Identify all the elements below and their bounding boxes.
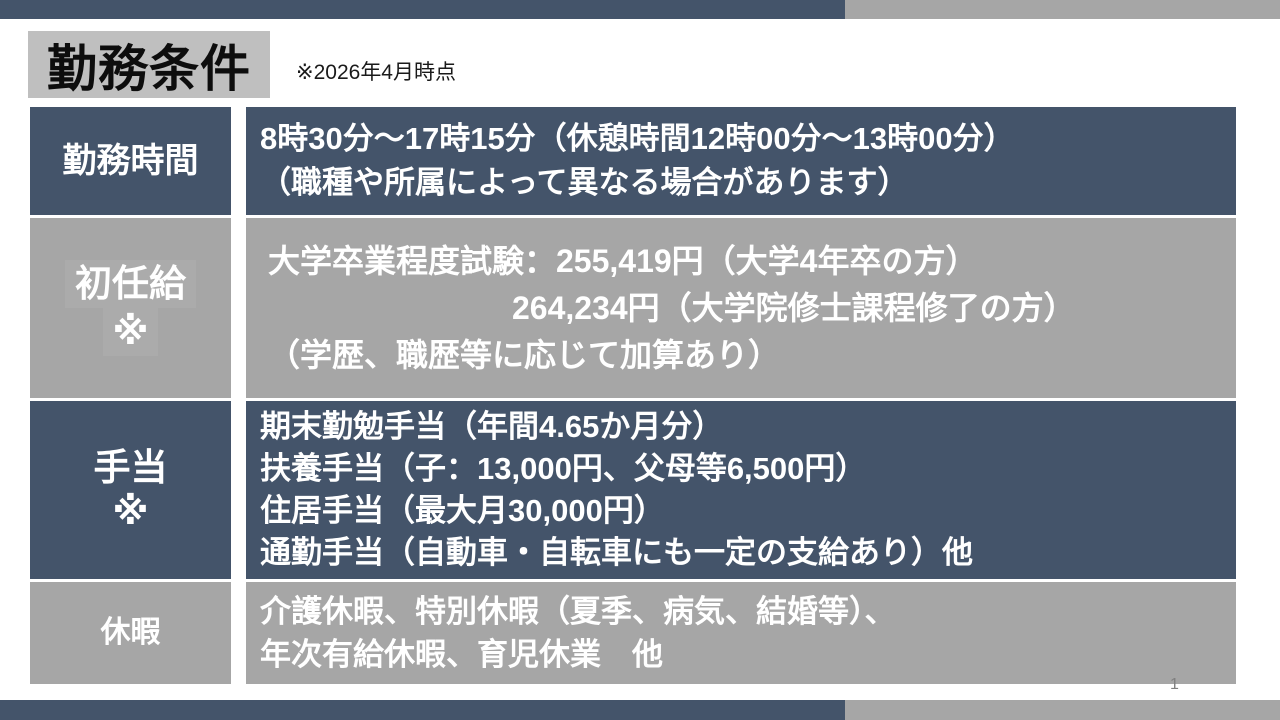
content-line: 8時30分～17時15分（休憩時間12時00分～13時00分）: [260, 121, 1015, 156]
page-title: 勤務条件: [28, 31, 270, 98]
row-content-allowances: 期末勤勉手当（年間4.65か月分） 扶養手当（子：13,000円、父母等6,50…: [246, 401, 1236, 579]
row-content-leave: 介護休暇、特別休暇（夏季、病気、結婚等）、 年次有給休暇、育児休業 他: [246, 582, 1236, 684]
title-note: ※2026年4月時点: [296, 61, 456, 84]
row-label-starting-salary: 初任給 ※: [30, 218, 231, 398]
row-content-working-hours: 8時30分～17時15分（休憩時間12時00分～13時00分） （職種や所属によ…: [246, 107, 1236, 215]
row-content-starting-salary: 大学卒業程度試験：255,419円（大学4年卒の方） 264,234円（大学院修…: [246, 218, 1236, 398]
row-label-note-mark: ※: [112, 491, 149, 532]
row-label-text: 勤務時間: [62, 141, 199, 180]
row-label-text: 手当: [93, 447, 168, 489]
content-line: 扶養手当（子：13,000円、父母等6,500円）: [260, 451, 867, 486]
bottom-bar-gray-segment: [845, 700, 1280, 720]
page-number: 1: [1170, 676, 1179, 693]
content-line: （学歴、職歴等に応じて加算あり）: [268, 336, 781, 373]
row-label-note-mark: ※: [102, 308, 159, 356]
content-line: 通勤手当（自動車・自転車にも一定の支給あり）他: [260, 535, 973, 570]
content-line: （職種や所属によって異なる場合があります）: [260, 165, 909, 200]
row-label-allowances: 手当 ※: [30, 401, 231, 579]
content-line: 住居手当（最大月30,000円）: [260, 493, 665, 528]
content-line: 大学卒業程度試験：255,419円（大学4年卒の方）: [268, 242, 978, 279]
row-label-leave: 休暇: [30, 582, 231, 684]
row-label-text: 休暇: [100, 616, 161, 650]
content-line: 期末勤勉手当（年間4.65か月分）: [260, 409, 724, 444]
row-label-working-hours: 勤務時間: [30, 107, 231, 215]
top-bar-gray-segment: [845, 0, 1280, 19]
content-line: 年次有給休暇、育児休業 他: [260, 637, 663, 672]
content-line: 介護休暇、特別休暇（夏季、病気、結婚等）、: [260, 594, 896, 629]
row-label-text: 初任給: [65, 260, 196, 308]
content-line: 264,234円（大学院修士課程修了の方）: [512, 289, 1076, 326]
top-bar-dark-segment: [0, 0, 845, 19]
bottom-bar-dark-segment: [0, 700, 845, 720]
